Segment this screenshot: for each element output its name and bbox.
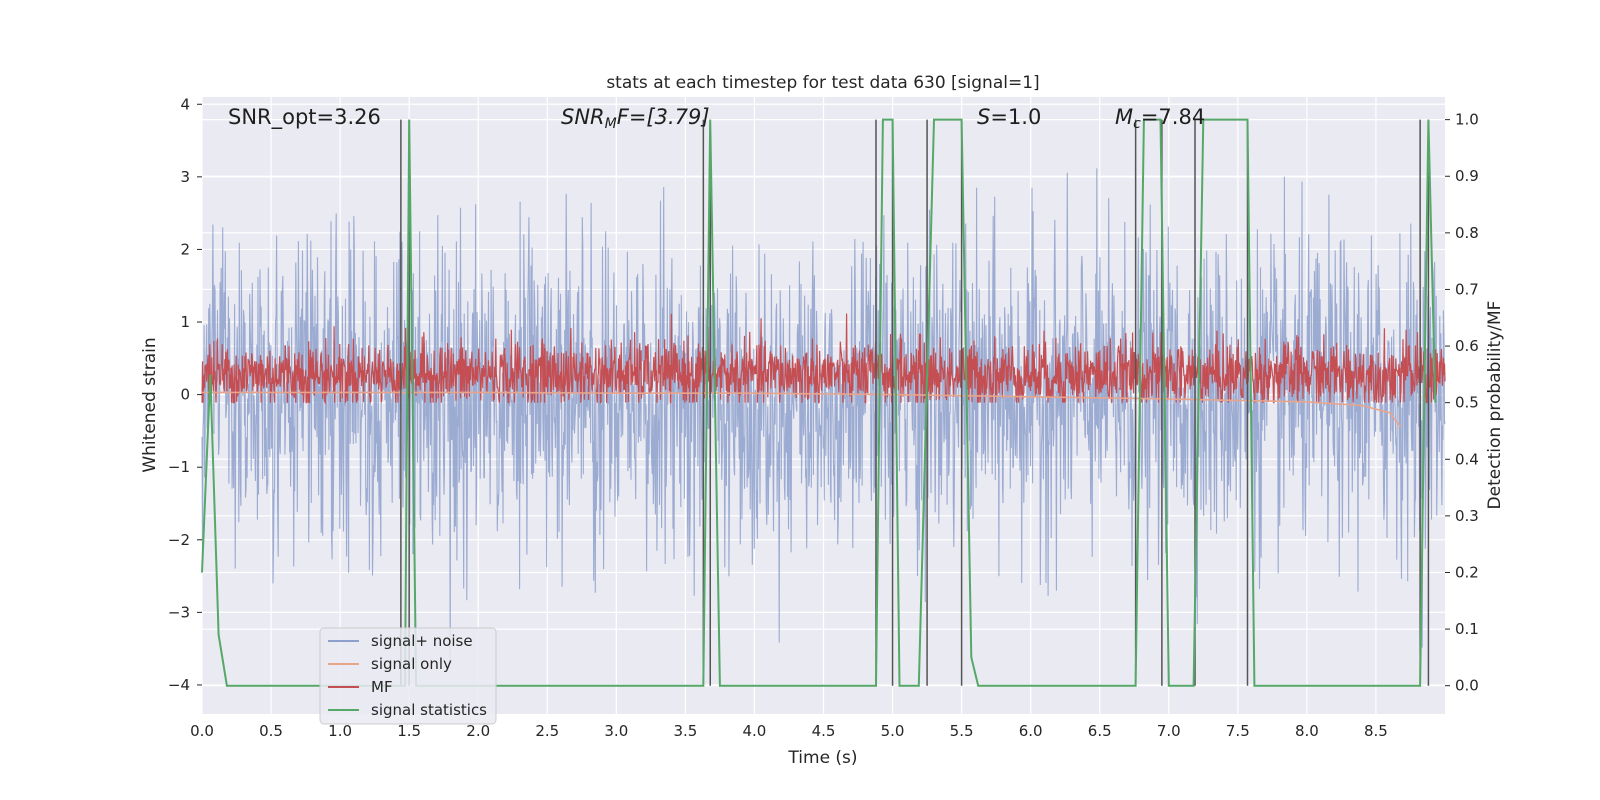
signal-statistics-line [201,118,1437,687]
y-tick-label: 2 [180,240,190,258]
y-tick-label: −4 [168,676,190,694]
y2-tick-label: 0.7 [1455,280,1479,298]
y-tick-label: 1 [180,313,190,331]
x-tick-label: 2.5 [535,722,559,740]
annotation-snr-opt: SNR_opt=3.26 [228,105,381,130]
y2-tick-label: 0.0 [1455,677,1479,695]
annotation-mc: Mc=7.84 [1115,105,1205,132]
x-tick-label: 7.0 [1157,722,1181,740]
x-tick-label: 1.0 [328,722,352,740]
x-tick-label: 3.0 [604,722,628,740]
x-tick-label: 3.5 [673,722,697,740]
x-tick-label: 0.5 [259,722,283,740]
x-tick-label: 2.0 [466,722,490,740]
annotation-snr-mf: SNRMF=[3.79] [561,105,710,132]
y2-tick-label: 0.4 [1455,450,1479,468]
legend-label-signal-noise: signal+ noise [371,632,473,650]
y-tick-label: −2 [168,531,190,549]
y-tick-label: 0 [180,386,190,404]
x-tick-label: 4.5 [812,722,836,740]
y2-tick-label: 0.6 [1455,337,1479,355]
y-tick-label: 4 [180,95,190,113]
legend-box [319,627,497,725]
tick-labels: 0.0 0.5 1.0 1.5 2.0 2.5 3.0 3.5 4.0 4.5 5.0 5.5 6.0 6… [168,95,1479,740]
y2-tick-label: 0.9 [1455,167,1479,185]
y2-tick-label: 0.1 [1455,620,1479,638]
x-tick-label: 0.0 [190,722,214,740]
x-tick-label: 6.0 [1019,722,1043,740]
x-tick-label: 6.5 [1088,722,1112,740]
series-signal-statistics [201,118,1437,687]
y-tick-label: −1 [168,458,190,476]
y2-tick-label: 0.3 [1455,507,1479,525]
x-axis-label: Time (s) [787,748,857,768]
y2-tick-label: 1.0 [1455,111,1479,129]
y2-axis-label: Detection probability/MF [1485,301,1505,510]
legend-label-signal-statistics: signal statistics [371,701,487,719]
legend: signal+ noise signal only MF signal stat… [319,627,497,725]
y2-tick-label: 0.5 [1455,394,1479,412]
annotation-s: S=1.0 [977,105,1041,129]
x-tick-label: 5.0 [881,722,905,740]
y-tick-label: 3 [180,168,190,186]
y-tick-label: −3 [168,603,190,621]
x-tick-label: 1.5 [397,722,421,740]
x-tick-label: 8.0 [1295,722,1319,740]
y-axis-label: Whitened strain [140,337,160,472]
x-tick-label: 5.5 [950,722,974,740]
legend-label-signal-only: signal only [371,655,452,673]
legend-label-mf: MF [371,678,393,696]
x-tick-label: 7.5 [1226,722,1250,740]
signal-only-line [202,391,1402,428]
series-signal-only [202,391,1402,428]
chart-title: stats at each timestep for test data 630… [606,73,1039,93]
x-tick-label: 4.0 [743,722,767,740]
y2-tick-label: 0.8 [1455,224,1479,242]
x-tick-label: 8.5 [1364,722,1388,740]
y2-tick-label: 0.2 [1455,563,1479,581]
